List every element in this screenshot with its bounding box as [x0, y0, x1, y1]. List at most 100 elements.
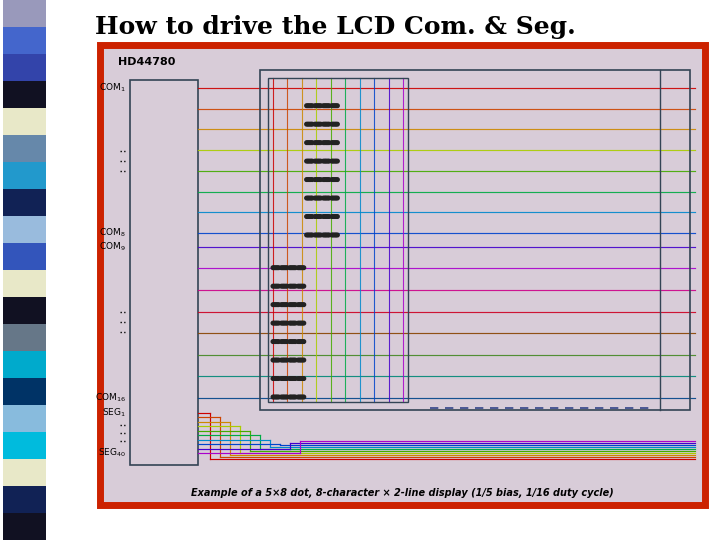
Circle shape — [336, 141, 339, 144]
Circle shape — [294, 266, 297, 269]
Circle shape — [292, 321, 296, 325]
Bar — [3, 0, 46, 27]
Circle shape — [309, 233, 312, 237]
Circle shape — [300, 377, 303, 380]
Circle shape — [288, 285, 292, 288]
Circle shape — [291, 377, 294, 380]
Circle shape — [318, 178, 321, 181]
Circle shape — [288, 395, 292, 399]
Circle shape — [300, 358, 303, 362]
Circle shape — [305, 104, 308, 107]
Circle shape — [279, 303, 283, 306]
Bar — [260, 70, 690, 410]
Circle shape — [292, 395, 296, 399]
Circle shape — [310, 233, 314, 237]
Circle shape — [307, 196, 311, 200]
Circle shape — [282, 285, 286, 288]
Circle shape — [310, 141, 314, 144]
Circle shape — [281, 266, 284, 269]
Circle shape — [331, 104, 335, 107]
Circle shape — [284, 377, 287, 380]
Circle shape — [316, 233, 320, 237]
Circle shape — [279, 358, 283, 362]
Circle shape — [325, 123, 330, 126]
Bar — [3, 243, 46, 270]
Circle shape — [315, 159, 318, 163]
Circle shape — [285, 303, 289, 306]
Text: SEG$_1$: SEG$_1$ — [102, 407, 126, 419]
Circle shape — [307, 141, 311, 144]
Circle shape — [327, 215, 330, 218]
Circle shape — [288, 321, 292, 325]
Circle shape — [297, 395, 300, 399]
Circle shape — [336, 215, 339, 218]
Circle shape — [271, 266, 275, 269]
Circle shape — [333, 104, 336, 107]
Circle shape — [275, 321, 279, 325]
Circle shape — [307, 233, 311, 237]
Circle shape — [334, 123, 338, 126]
Circle shape — [334, 104, 338, 107]
Circle shape — [284, 358, 287, 362]
Circle shape — [300, 340, 304, 343]
Bar — [3, 378, 46, 405]
Circle shape — [276, 285, 280, 288]
Circle shape — [336, 178, 339, 181]
Circle shape — [322, 141, 325, 144]
Circle shape — [305, 159, 308, 163]
Bar — [3, 351, 46, 378]
Circle shape — [281, 285, 284, 288]
Circle shape — [307, 215, 311, 218]
Circle shape — [285, 358, 289, 362]
Circle shape — [298, 358, 302, 362]
Circle shape — [310, 196, 314, 200]
Circle shape — [325, 141, 328, 144]
Circle shape — [271, 303, 275, 306]
Circle shape — [325, 233, 330, 237]
Circle shape — [288, 266, 292, 269]
Circle shape — [327, 196, 330, 200]
Circle shape — [325, 233, 328, 237]
Circle shape — [302, 358, 305, 362]
Circle shape — [275, 340, 279, 343]
Circle shape — [331, 141, 335, 144]
Circle shape — [309, 123, 312, 126]
Circle shape — [305, 141, 308, 144]
Circle shape — [316, 141, 320, 144]
Circle shape — [325, 104, 328, 107]
Circle shape — [309, 215, 312, 218]
Circle shape — [315, 233, 318, 237]
Circle shape — [306, 141, 310, 144]
Circle shape — [271, 377, 275, 380]
Circle shape — [292, 285, 296, 288]
Circle shape — [289, 321, 293, 325]
Circle shape — [334, 233, 338, 237]
Circle shape — [273, 340, 276, 343]
Circle shape — [298, 377, 302, 380]
Circle shape — [281, 321, 284, 325]
Circle shape — [289, 395, 293, 399]
Bar — [3, 459, 46, 486]
Circle shape — [297, 321, 300, 325]
Circle shape — [330, 215, 333, 218]
Circle shape — [276, 395, 280, 399]
Circle shape — [325, 196, 330, 200]
Circle shape — [275, 377, 279, 380]
Bar — [3, 513, 46, 540]
Circle shape — [279, 340, 283, 343]
Circle shape — [305, 215, 308, 218]
Text: HD44780: HD44780 — [118, 57, 176, 67]
Circle shape — [279, 285, 283, 288]
Circle shape — [300, 395, 304, 399]
Circle shape — [282, 321, 286, 325]
Circle shape — [292, 340, 296, 343]
Circle shape — [316, 104, 320, 107]
Circle shape — [315, 104, 318, 107]
Circle shape — [315, 178, 318, 181]
Circle shape — [309, 104, 312, 107]
Circle shape — [285, 321, 289, 325]
Circle shape — [300, 395, 303, 399]
Circle shape — [334, 196, 338, 200]
Circle shape — [334, 215, 338, 218]
Circle shape — [274, 303, 278, 306]
